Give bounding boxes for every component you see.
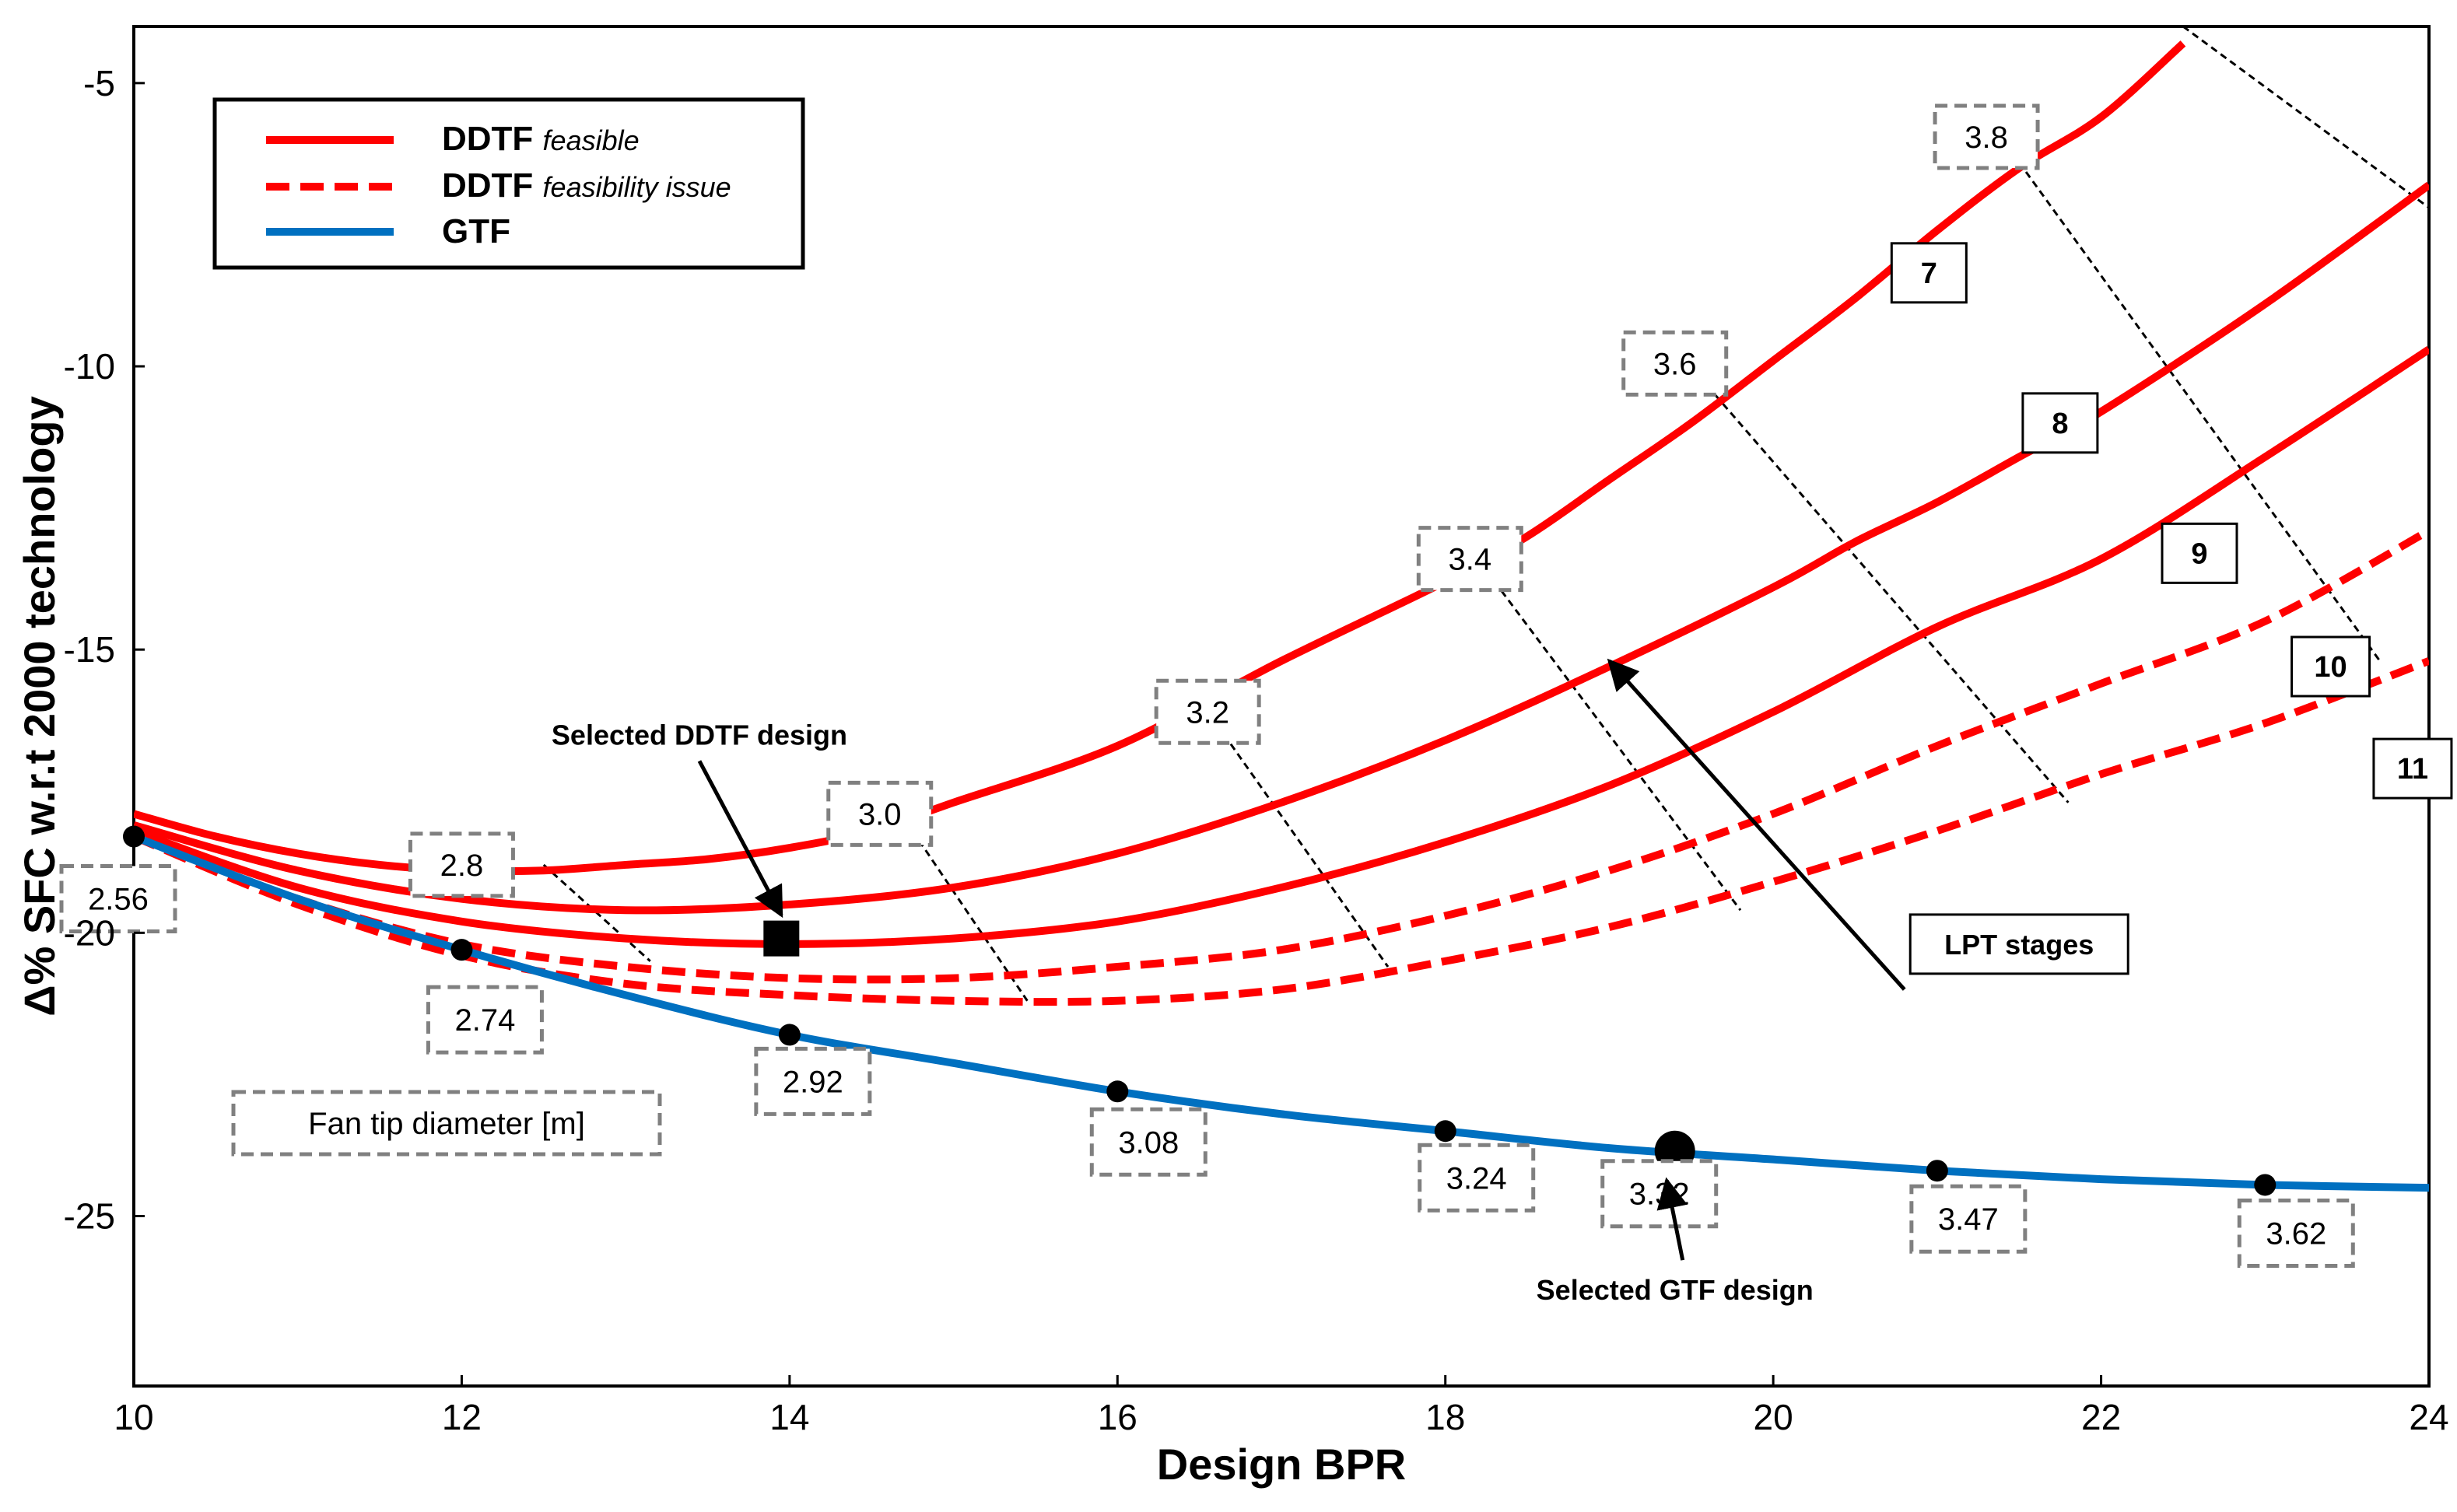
gtf-diameter-label-5: 3.32	[1629, 1178, 1690, 1212]
x-tick-label-7: 24	[2409, 1397, 2448, 1437]
gtf-diameter-label-3: 3.08	[1118, 1125, 1179, 1160]
annotation-text-1: Selected GTF design	[1537, 1274, 1814, 1306]
ddtf-diameter-box-2	[1154, 678, 1261, 745]
iso-diameter-lines	[542, 26, 2429, 1002]
ddtf-diameter-box-3	[1416, 526, 1523, 593]
ddtf-diameter-label-2: 3.2	[1186, 695, 1229, 730]
iso-diameter-line-5	[2017, 161, 2382, 662]
gtf-diameter-box-4	[1418, 1143, 1536, 1213]
series-line-lpt-9	[134, 345, 2429, 948]
annotation-box-2	[1908, 913, 2129, 975]
gtf-diameter-label-7: 3.62	[2266, 1216, 2326, 1251]
iso-diameter-line-4	[1706, 385, 2070, 803]
lpt-stage-box-8	[2021, 392, 2099, 454]
lpt-stage-box-7	[1890, 242, 1968, 304]
gtf-point-1	[450, 939, 473, 961]
lpt-stage-label-10: 10	[2314, 651, 2347, 684]
y-tick-label-1: -20	[64, 912, 115, 953]
x-tick-label-5: 20	[1754, 1397, 1793, 1437]
ddtf-diameter-box-0	[408, 831, 515, 898]
series-line-gtf	[134, 832, 2429, 1192]
ddtf-diameter-label-0: 2.8	[440, 849, 484, 883]
gtf-point-4	[1434, 1120, 1456, 1143]
selected-ddtf-marker	[763, 920, 800, 957]
x-tick-label-2: 14	[769, 1397, 809, 1437]
lpt-stage-box-9	[2161, 522, 2238, 584]
gtf-diameter-label-4: 3.24	[1446, 1161, 1507, 1195]
annotation-arrow-1	[1656, 1177, 1688, 1261]
ddtf-diameter-box-1	[826, 780, 934, 847]
gtf-diameter-label-0: 2.56	[88, 883, 149, 917]
gtf-diameter-label-1: 2.74	[454, 1003, 515, 1038]
gtf-diameter-box-7	[2237, 1198, 2355, 1268]
ddtf-diameter-label-4: 3.6	[1653, 347, 1697, 381]
gtf-diameter-box-2	[754, 1046, 872, 1116]
gtf-point-7	[2254, 1174, 2276, 1196]
x-tick-label-3: 16	[1098, 1397, 1137, 1437]
y-tick-label-3: -10	[64, 346, 115, 387]
lpt-stage-label-9: 9	[2191, 537, 2207, 570]
y-tick-label-4: -5	[83, 63, 115, 103]
x-tick-label-0: 10	[114, 1397, 153, 1437]
legend-label-ddtf-issue: DDTF feasibility issue	[442, 166, 731, 205]
lpt-stage-label-8: 8	[2052, 408, 2068, 440]
iso-diameter-line-6	[2182, 26, 2429, 209]
legend-label-ddtf-feasible: DDTF feasible	[442, 120, 640, 158]
x-tick-label-4: 18	[1425, 1397, 1465, 1437]
lpt-stage-label-7: 7	[1921, 257, 1937, 290]
ddtf-diameter-box-5	[1933, 103, 2040, 170]
points-layer	[123, 825, 2276, 1196]
legend-label-gtf: GTF	[442, 212, 510, 250]
gtf-point-2	[778, 1024, 801, 1046]
gtf-point-6	[1926, 1160, 1948, 1182]
fan-tip-diameter-key: Fan tip diameter [m]	[231, 1090, 662, 1157]
ddtf-diameter-label-3: 3.4	[1449, 543, 1492, 577]
x-axis-title: Design BPR	[1157, 1440, 1407, 1489]
y-axis-title: Δ% SFC w.r.t 2000 technology	[15, 396, 64, 1016]
gtf-diameter-label-2: 2.92	[783, 1065, 843, 1099]
labels-layer: 2.562.742.923.083.24 3.323.47 3.622.83.03.…	[59, 103, 2453, 1306]
annotation-text-2: LPT stages	[1944, 929, 2094, 961]
x-tick-label-6: 22	[2081, 1397, 2121, 1437]
iso-diameter-line-3	[1493, 580, 1742, 912]
annotation-arrow-2	[1607, 658, 1906, 991]
gtf-diameter-box-6	[1909, 1184, 2028, 1254]
iso-diameter-line-2	[1223, 733, 1390, 968]
gtf-diameter-box-1	[426, 985, 544, 1055]
lpt-stage-box-11	[2372, 737, 2453, 800]
x-tick-label-1: 12	[442, 1397, 482, 1437]
fan-tip-diameter-key-label: Fan tip diameter [m]	[308, 1107, 585, 1141]
gtf-diameter-box-3	[1089, 1107, 1207, 1177]
annotation-arrow-0	[697, 760, 783, 919]
annotation-text-0: Selected DDTF design	[552, 719, 847, 751]
gtf-diameter-box-0	[59, 864, 177, 934]
lpt-stage-label-11: 11	[2397, 753, 2428, 786]
gtf-point-3	[1106, 1080, 1129, 1103]
lpt-stage-box-10	[2291, 635, 2371, 698]
series-line-lpt-10	[134, 527, 2429, 984]
gtf-diameter-label-6: 3.47	[1938, 1202, 1999, 1237]
ddtf-diameter-box-4	[1621, 330, 1729, 397]
legend: DDTF feasible DDTF feasibility issue GTF	[212, 97, 805, 270]
ddtf-diameter-label-5: 3.8	[1965, 121, 2008, 155]
y-tick-label-0: -25	[64, 1196, 115, 1237]
ddtf-diameter-label-1: 3.0	[858, 797, 902, 831]
gtf-point-0	[123, 825, 145, 848]
y-tick-label-2: -15	[64, 629, 115, 670]
ticks-layer: 10 12 14 16 18 20 22 24 -25 -20 -15 -10 -5	[64, 63, 2449, 1437]
